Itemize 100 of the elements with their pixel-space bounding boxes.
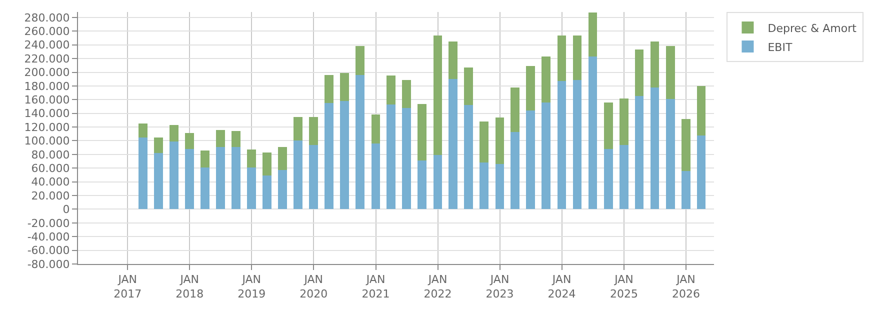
legend-label: EBIT (768, 40, 792, 54)
x-tick-label: JAN 2024 (548, 273, 576, 300)
x-tick-label: JAN 2022 (424, 273, 452, 300)
bar (480, 122, 489, 163)
bar (200, 150, 210, 168)
y-tick-label: 120.000 (24, 120, 70, 134)
y-tick-label: 280.000 (24, 11, 70, 24)
bar (309, 144, 318, 210)
legend-label: Deprec & Amort (768, 22, 858, 35)
y-tick-label: 140.000 (24, 107, 70, 120)
bar (386, 104, 396, 210)
y-tick-label: -20.000 (27, 216, 70, 230)
bar (200, 167, 210, 210)
bar (232, 131, 240, 147)
bar (682, 118, 690, 171)
bar (696, 86, 706, 136)
bar (170, 124, 178, 142)
bar (620, 98, 628, 145)
y-tick-label: 260.000 (24, 25, 70, 38)
bar (154, 137, 163, 154)
y-tick-label: 220.000 (24, 52, 70, 66)
x-tick-label: JAN 2017 (114, 273, 142, 300)
bar (324, 75, 334, 104)
bar (324, 103, 334, 210)
bar (294, 116, 302, 141)
y-tick-label: 40.000 (31, 176, 70, 189)
bar (418, 104, 427, 161)
bar (634, 50, 644, 96)
y-tick-label: 20.000 (31, 189, 70, 202)
bar (510, 132, 520, 210)
x-tick-label: JAN 2019 (238, 273, 266, 300)
y-tick-label: 80.000 (31, 148, 70, 162)
bar (572, 80, 582, 210)
bar (247, 150, 256, 168)
bar (433, 35, 442, 156)
bar (154, 153, 163, 210)
bar (185, 148, 194, 210)
bar (340, 101, 349, 210)
bar (480, 162, 489, 210)
x-tick-label: JAN 2026 (672, 273, 700, 300)
y-tick-label: -40.000 (27, 230, 70, 244)
bar (604, 102, 613, 149)
y-tick-label: 200.000 (24, 66, 70, 80)
bar (294, 140, 302, 210)
bar (542, 56, 551, 102)
bar (138, 124, 148, 138)
bar (402, 80, 411, 108)
bar (464, 67, 473, 106)
bar (526, 66, 535, 111)
bar (371, 114, 380, 144)
y-tick-label: 240.000 (24, 38, 70, 52)
bar (495, 164, 504, 210)
y-tick-label: 60.000 (31, 162, 70, 175)
bar (604, 148, 613, 210)
bar (278, 146, 287, 170)
bar (650, 87, 660, 210)
bar (216, 130, 225, 147)
bar (682, 170, 690, 210)
x-tick-label: JAN 2020 (300, 273, 328, 300)
bar (557, 35, 566, 82)
bar (666, 98, 675, 210)
x-tick-label: JAN 2023 (486, 273, 514, 300)
y-tick-label: 160.000 (24, 94, 70, 106)
y-tick-label: 100.000 (24, 134, 70, 148)
bar (418, 160, 427, 210)
bar (216, 146, 225, 210)
bar (309, 116, 318, 145)
bar (588, 12, 598, 57)
bar (185, 133, 194, 149)
bar (448, 41, 458, 80)
bar (495, 117, 504, 164)
bar (340, 72, 349, 102)
bar (650, 41, 660, 88)
bar (542, 102, 551, 210)
bar (402, 108, 411, 210)
bar (634, 96, 644, 210)
bar (572, 35, 582, 80)
x-tick-label: JAN 2018 (176, 273, 204, 300)
bar (557, 81, 566, 210)
y-tick-label: 0 (62, 203, 70, 216)
y-tick-label: -60.000 (27, 244, 70, 258)
bar (696, 135, 706, 210)
bar (278, 170, 287, 210)
bar (620, 144, 628, 210)
x-tick-label: JAN 2025 (610, 273, 638, 300)
x-tick-label: JAN 2021 (362, 273, 390, 300)
bar (386, 76, 396, 104)
bar (262, 152, 272, 176)
bar (356, 46, 365, 75)
bar (433, 155, 442, 210)
bar (138, 137, 148, 210)
bar (510, 87, 520, 132)
bar (356, 75, 365, 210)
bar (588, 56, 598, 210)
bar (666, 46, 675, 99)
bar (262, 176, 272, 210)
bar (371, 143, 380, 210)
bar (464, 105, 473, 210)
bar (448, 79, 458, 210)
y-tick-label: -80.000 (27, 258, 70, 271)
